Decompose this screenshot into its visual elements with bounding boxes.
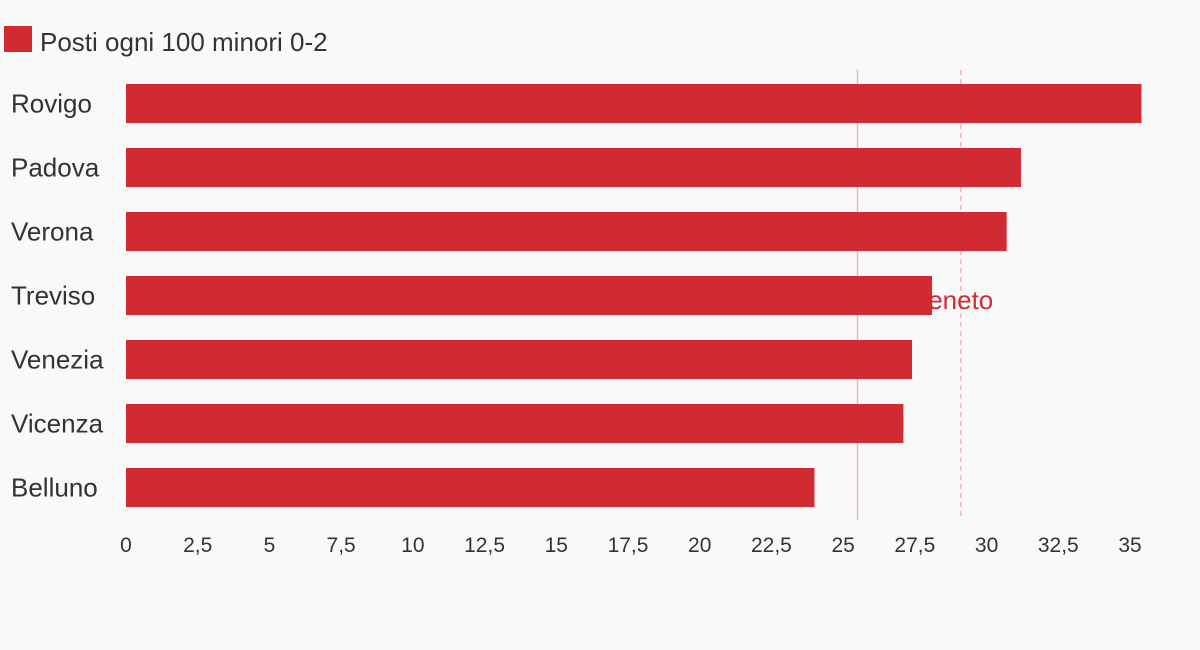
bar-verona [126, 212, 1007, 251]
x-tick-label: 5 [264, 534, 276, 557]
x-tick-label: 15 [545, 534, 568, 557]
legend-label: Posti ogni 100 minori 0-2 [40, 27, 328, 57]
x-tick-label: 35 [1118, 534, 1141, 557]
bar-treviso [126, 276, 933, 315]
bars [126, 84, 1142, 507]
reference-labels: eneto [928, 285, 993, 315]
x-tick-label: 0 [120, 534, 132, 557]
x-tick-label: 25 [831, 534, 854, 557]
x-tick-label: 7,5 [327, 534, 356, 557]
x-tick-label: 12,5 [464, 534, 505, 557]
x-tick-label: 22,5 [751, 534, 792, 557]
x-tick-label: 20 [688, 534, 711, 557]
bar-vicenza [126, 404, 904, 443]
category-label: Belluno [11, 473, 98, 503]
category-label: Padova [11, 153, 100, 183]
bar-padova [126, 148, 1021, 187]
x-tick-label: 27,5 [894, 534, 935, 557]
category-label: Verona [11, 217, 94, 247]
x-tick-label: 2,5 [183, 534, 212, 557]
bar-rovigo [126, 84, 1142, 123]
bar-belluno [126, 468, 815, 507]
legend: Posti ogni 100 minori 0-2 [4, 26, 328, 57]
legend-swatch [4, 26, 32, 52]
reference-line-label: eneto [928, 285, 993, 315]
bar-venezia [126, 340, 912, 379]
category-label: Venezia [11, 345, 104, 375]
x-tick-label: 10 [401, 534, 424, 557]
x-tick-label: 30 [975, 534, 998, 557]
category-labels: Rovigo Padova Verona Treviso Venezia Vicenza B… [11, 89, 104, 503]
x-tick-labels: 0 2,5 5 7,5 10 12,5 15 17,5 20 22,5 25 27,5 30 32,5 35 [120, 534, 1142, 557]
x-tick-label: 32,5 [1038, 534, 1079, 557]
category-label: Rovigo [11, 89, 92, 119]
x-tick-label: 17,5 [608, 534, 649, 557]
category-label: Treviso [11, 281, 95, 311]
category-label: Vicenza [11, 409, 104, 439]
